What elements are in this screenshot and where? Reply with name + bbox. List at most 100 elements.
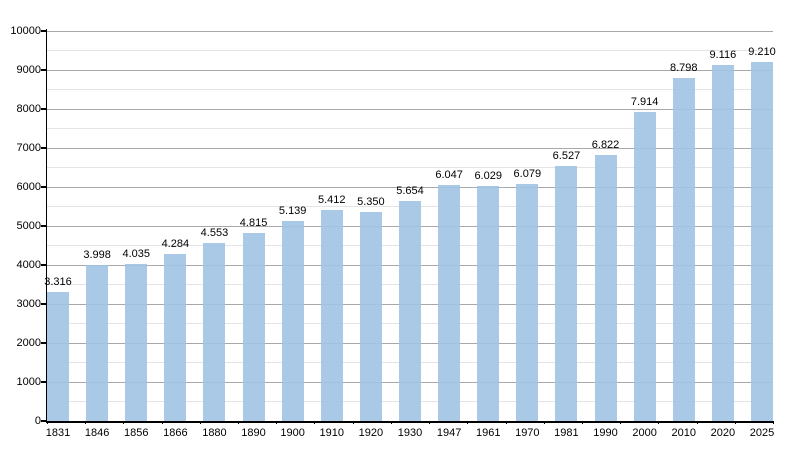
bar [359,212,382,421]
bar-slot: 8.798 2010 [669,31,698,439]
gridline-major [47,69,773,71]
bar-value-label: 5.350 [357,196,385,209]
bar-slot: 4.284 1866 [162,31,190,439]
bar [47,291,69,421]
gridline-major [47,186,773,188]
bar-slot: 9.210 2025 [748,31,776,439]
bar-value-label: 5.412 [318,193,346,206]
gridline-major [47,30,773,32]
bar-slot: 6.079 1970 [514,31,542,439]
bar-slot: 4.035 1856 [122,31,150,439]
bar-slot: 6.527 1981 [553,31,581,439]
bar-value-label: 5.654 [396,184,424,197]
x-tick-label: 1930 [397,427,423,439]
gridline-major [47,108,773,110]
bar-slot: 6.029 1961 [474,31,502,439]
bar-value-label: 4.035 [122,247,150,260]
bar-value-label: 3.998 [83,249,111,262]
bar [672,77,695,421]
bar [750,61,773,421]
y-tick-label: 1000 [16,376,41,388]
bar [711,65,734,421]
x-tick-label: 2000 [632,427,657,439]
bar-value-label: 4.553 [200,227,229,240]
gridline-major [47,147,773,149]
y-tick-label: 8000 [16,103,41,115]
x-axis [45,421,773,423]
bar-value-label: 3.316 [44,275,72,288]
bar [320,209,343,421]
bar [125,263,148,421]
bar [555,166,578,421]
bars-layer: 3.316 1831 3.998 1846 4.035 1856 4.284 1866 4.55… [44,31,776,440]
plot-area: 3.316 1831 3.998 1846 4.035 1856 4.284 1866 4.55… [44,29,776,440]
x-tick-label: 1866 [163,427,188,439]
y-axis [45,29,47,421]
x-tick-label: 1947 [436,427,462,439]
x-tick-label: 1970 [515,427,540,439]
bar-value-label: 6.822 [591,138,620,151]
bar [242,233,265,421]
bar-value-label: 7.914 [630,96,659,109]
gridline-minor [47,128,773,129]
y-tick-label: 10000 [10,25,41,37]
x-tick-label: 1981 [554,427,579,439]
bar-value-label: 5.139 [278,204,307,217]
x-tick-label: 1880 [202,427,227,439]
bar-slot: 3.316 1831 [44,31,72,439]
bar-value-label: 8.798 [669,61,698,74]
y-tick-label: 9000 [16,64,41,76]
bar-value-label: 4.815 [239,217,268,230]
gridline-minor [47,50,773,51]
bar-value-label: 6.029 [474,169,502,182]
y-tick-label: 7000 [16,142,41,154]
bar-value-label: 9.116 [709,49,737,62]
x-tick-label: 1890 [241,427,266,439]
bar-slot: 4.815 1890 [239,31,268,439]
y-tick-label: 2000 [16,337,41,349]
bar [398,200,421,421]
y-tick-label: 0 [34,415,41,427]
x-tick-label: 2010 [671,427,696,439]
bar-slot: 5.139 1900 [278,31,307,439]
bar-slot: 6.047 1947 [435,31,463,439]
bar [516,183,539,421]
bar-value-label: 9.210 [748,45,776,58]
x-tick-label: 1856 [123,427,149,439]
bar-value-label: 6.079 [513,167,542,180]
bar-value-label: 6.047 [435,169,463,182]
bar [438,185,461,421]
y-tick-label: 4000 [16,259,41,271]
bar-value-label: 4.284 [161,237,190,250]
x-tick-label: 2025 [749,427,775,439]
x-tick-label: 1831 [45,427,71,439]
bar [86,265,109,421]
x-tick-label: 1910 [319,427,345,439]
bar-slot: 3.998 1846 [83,31,111,439]
x-tick-label: 1920 [358,427,384,439]
bar-slot: 5.412 1910 [318,31,346,439]
y-tick-label: 6000 [16,181,41,193]
bar-slot: 7.914 2000 [630,31,659,439]
x-tick-label: 1990 [593,427,618,439]
x-tick-mark [773,421,774,424]
bar-slot: 5.350 1920 [357,31,385,439]
bar [281,220,304,421]
x-tick-label: 1900 [280,427,305,439]
bar [477,185,500,421]
bar-slot: 5.654 1930 [396,31,424,440]
y-tick-label: 3000 [16,298,41,310]
bar [203,243,226,421]
x-tick-label: 2020 [710,427,736,439]
bar [164,253,187,421]
bar [633,112,656,421]
bar [594,154,617,421]
bar-slot: 6.822 1990 [591,31,620,439]
bar-value-label: 6.527 [552,150,581,163]
gridline-minor [47,89,773,90]
gridline-minor [47,167,773,168]
x-tick-label: 1846 [84,427,110,439]
bar-slot: 4.553 1880 [201,31,229,439]
x-tick-label: 1961 [475,427,501,439]
